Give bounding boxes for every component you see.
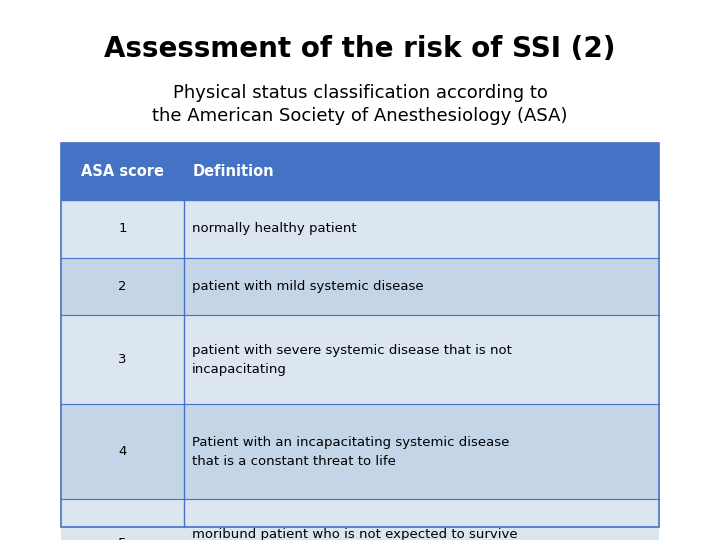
Text: moribund patient who is not expected to survive
for 24 hours with or without ope: moribund patient who is not expected to … xyxy=(192,528,518,540)
Text: 3: 3 xyxy=(118,353,127,367)
Text: 5: 5 xyxy=(118,537,127,540)
Text: 1: 1 xyxy=(118,222,127,235)
Text: Assessment of the risk of SSI (2): Assessment of the risk of SSI (2) xyxy=(104,35,616,63)
Text: patient with severe systemic disease that is not
incapacitating: patient with severe systemic disease tha… xyxy=(192,344,512,376)
Text: patient with mild systemic disease: patient with mild systemic disease xyxy=(192,280,424,293)
Text: Patient with an incapacitating systemic disease
that is a constant threat to lif: Patient with an incapacitating systemic … xyxy=(192,436,510,468)
Text: ASA score: ASA score xyxy=(81,164,164,179)
Text: normally healthy patient: normally healthy patient xyxy=(192,222,357,235)
Text: Definition: Definition xyxy=(192,164,274,179)
Text: Physical status classification according to
the American Society of Anesthesiolo: Physical status classification according… xyxy=(152,84,568,125)
Text: 4: 4 xyxy=(118,445,127,458)
Text: 2: 2 xyxy=(118,280,127,293)
